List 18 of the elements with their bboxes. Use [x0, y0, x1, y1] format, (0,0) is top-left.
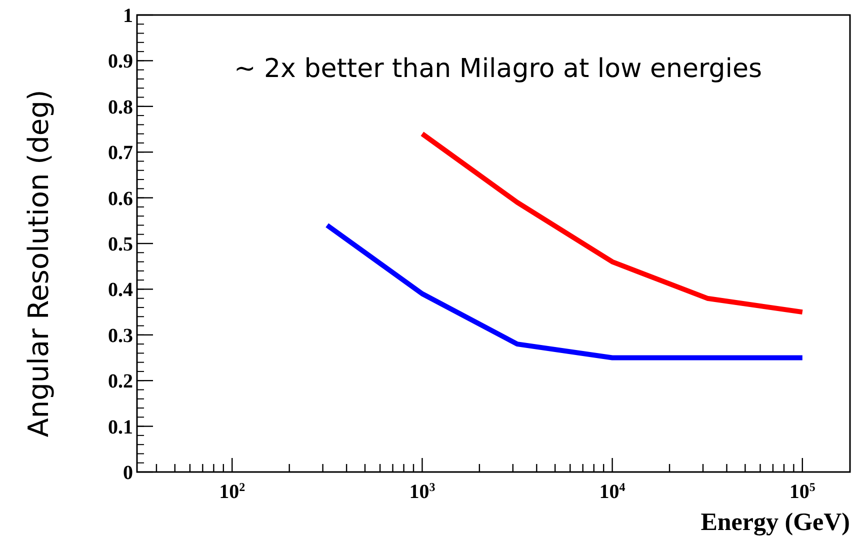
- y-tick-label: 0.8: [108, 96, 133, 118]
- x-tick-label: 10$^{5}$: [789, 480, 816, 503]
- y-tick-label: 0.4: [108, 279, 133, 302]
- annotation: ~ 2x better than Milagro at low energies: [234, 54, 762, 84]
- y-tick-label: 0.7: [108, 142, 133, 164]
- x-axis-title: Energy (GeV): [700, 509, 850, 536]
- y-tick-label: 0.3: [108, 324, 133, 347]
- x-tick-label: 10$^{4}$: [599, 480, 626, 503]
- y-tick-label: 0.1: [108, 416, 133, 438]
- y-tick-label: 0.2: [108, 370, 133, 393]
- x-tick-label: 10$^{3}$: [409, 480, 436, 503]
- y-tick-label: 0.5: [108, 234, 133, 256]
- y-tick-label: 0: [123, 462, 133, 484]
- x-tick-label: 10$^{2}$: [219, 480, 246, 503]
- y-tick-label: 0.6: [108, 188, 133, 210]
- y-tick-label: 1: [123, 5, 133, 27]
- y-tick-label: 0.9: [108, 50, 133, 73]
- y-axis-title: Angular Resolution (deg): [22, 90, 55, 438]
